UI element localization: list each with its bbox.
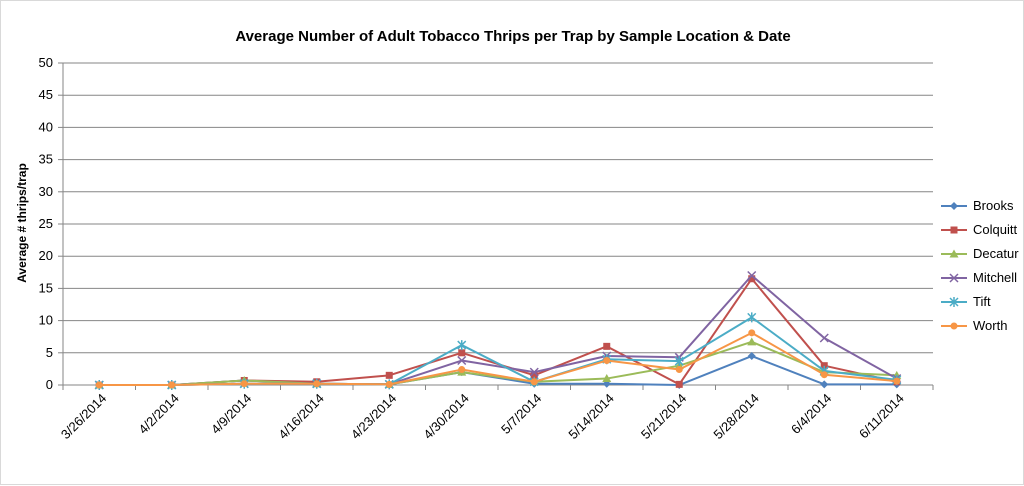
data-point — [747, 312, 757, 323]
y-tick-label: 20 — [39, 248, 53, 263]
y-tick-label: 45 — [39, 87, 53, 102]
y-tick-label: 25 — [39, 216, 53, 231]
legend-marker — [949, 249, 959, 258]
x-tick-label: 5/7/2014 — [498, 391, 544, 437]
y-tick-label: 10 — [39, 313, 53, 328]
y-axis-label: Average # thrips/trap — [15, 163, 29, 283]
data-point — [385, 380, 393, 388]
gridlines — [63, 62, 933, 386]
data-point — [893, 377, 901, 385]
legend-item: Mitchell — [941, 270, 1017, 285]
x-tick-label: 4/16/2014 — [275, 391, 327, 443]
legend-item: Worth — [941, 318, 1007, 333]
x-tick-label: 3/26/2014 — [58, 391, 110, 443]
series-line — [99, 274, 898, 386]
legend-label: Brooks — [973, 198, 1014, 213]
x-tick-label: 4/23/2014 — [348, 391, 400, 443]
data-point — [457, 340, 467, 351]
data-point — [458, 349, 466, 357]
series-line — [99, 355, 897, 386]
y-axis: 0 5 10 15 20 25 30 35 40 45 50 — [39, 55, 64, 392]
legend-marker — [950, 226, 958, 234]
series-line — [99, 277, 897, 386]
y-tick-label: 35 — [39, 152, 53, 167]
legend-label: Tift — [973, 294, 991, 309]
legend-label: Mitchell — [973, 270, 1017, 285]
x-tick-label: 5/14/2014 — [565, 391, 617, 443]
legend-marker — [949, 297, 959, 307]
x-tick-label: 4/30/2014 — [420, 391, 472, 443]
y-tick-label: 15 — [39, 280, 53, 295]
y-tick-label: 30 — [39, 184, 53, 199]
legend-item: Tift — [941, 294, 991, 309]
x-tick-label: 5/21/2014 — [638, 391, 690, 443]
legend-marker — [950, 322, 958, 330]
x-tick-label: 6/4/2014 — [788, 391, 834, 437]
x-tick-label: 4/2/2014 — [135, 391, 181, 437]
x-axis: 3/26/2014 4/2/2014 4/9/2014 4/16/2014 4/23/2… — [58, 384, 934, 443]
data-point — [530, 371, 538, 379]
data-point — [603, 342, 611, 350]
data-point — [747, 270, 757, 281]
data-point — [820, 371, 828, 379]
data-point — [747, 337, 757, 346]
y-tick-label: 40 — [39, 119, 53, 134]
data-point — [385, 371, 393, 379]
series-worth — [95, 329, 901, 389]
series-mitchell — [94, 270, 902, 390]
data-point — [458, 366, 466, 374]
y-tick-label: 5 — [46, 345, 53, 360]
data-point — [820, 380, 829, 389]
legend-label: Colquitt — [973, 222, 1017, 237]
legend-label: Worth — [973, 318, 1007, 333]
data-point — [530, 378, 538, 386]
data-point — [602, 374, 612, 383]
series-line — [99, 340, 897, 386]
legend-item: Decatur — [941, 246, 1019, 261]
legend-label: Decatur — [973, 246, 1019, 261]
legend-item: Colquitt — [941, 222, 1017, 237]
series-line — [99, 331, 897, 386]
data-point — [819, 333, 829, 343]
data-point — [457, 355, 467, 366]
legend-item: Brooks — [941, 198, 1014, 213]
data-point — [313, 380, 321, 388]
x-tick-label: 4/9/2014 — [208, 391, 254, 437]
data-point — [748, 275, 756, 283]
x-tick-label: 6/11/2014 — [856, 391, 907, 442]
data-point — [603, 357, 611, 365]
legend-marker — [949, 273, 959, 283]
chart-title: Average Number of Adult Tobacco Thrips p… — [235, 28, 790, 45]
data-point — [820, 362, 828, 370]
data-point — [168, 381, 176, 389]
y-tick-label: 50 — [39, 55, 53, 70]
data-point — [674, 356, 684, 367]
x-tick-label: 5/28/2014 — [710, 391, 762, 443]
data-point — [748, 329, 756, 337]
series-group — [94, 270, 902, 390]
data-point — [240, 380, 248, 388]
y-tick-label: 0 — [46, 377, 53, 392]
data-point — [529, 367, 539, 377]
data-point — [675, 380, 683, 388]
legend: Brooks Colquitt Decatur Mitchell Tift Worth — [941, 198, 1019, 333]
data-point — [95, 381, 103, 389]
data-point — [675, 366, 683, 374]
legend-marker — [950, 202, 958, 210]
series-colquitt — [95, 275, 901, 389]
data-point — [747, 352, 756, 361]
